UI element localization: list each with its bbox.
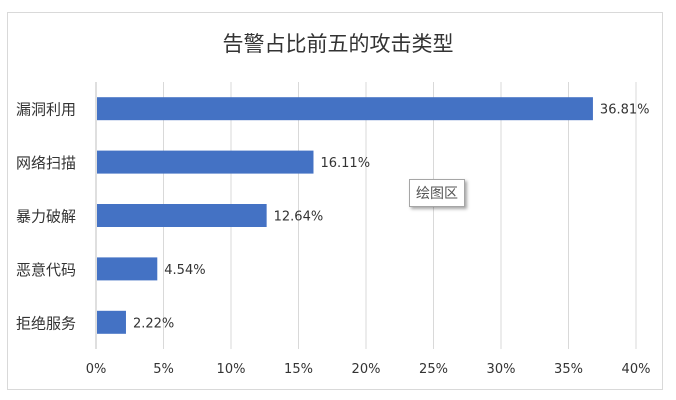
data-label: 4.54% — [164, 263, 205, 278]
bar[interactable] — [97, 97, 593, 121]
category-label: 漏洞利用 — [16, 101, 76, 119]
category-label: 暴力破解 — [16, 208, 76, 226]
category-label: 拒绝服务 — [16, 314, 76, 332]
x-tick-label: 5% — [153, 362, 174, 377]
x-tick-label: 25% — [419, 362, 448, 377]
labels: 0% 5% 10% 15% 20% 25% 30% 35% 40% 漏洞利用 36.81% 网络扫描 1… — [16, 101, 650, 377]
data-label: 16.11% — [320, 156, 370, 171]
bar[interactable] — [97, 257, 158, 281]
category-label: 网络扫描 — [16, 154, 76, 172]
data-label: 12.64% — [274, 210, 324, 225]
bar[interactable] — [97, 150, 314, 174]
x-tick-label: 40% — [622, 362, 651, 377]
x-tick-label: 0% — [86, 362, 107, 377]
data-label: 2.22% — [133, 316, 174, 331]
bars — [97, 97, 593, 334]
x-tick-label: 10% — [217, 362, 246, 377]
x-tick-label: 35% — [554, 362, 583, 377]
x-tick-label: 30% — [487, 362, 516, 377]
chart-title: 告警占比前五的攻击类型 — [222, 32, 454, 56]
x-tick-label: 15% — [284, 362, 313, 377]
plot-area-tooltip: 绘图区 — [409, 179, 465, 207]
data-label: 36.81% — [600, 103, 650, 118]
category-label: 恶意代码 — [16, 261, 76, 279]
bar[interactable] — [97, 310, 126, 334]
x-tick-label: 20% — [352, 362, 381, 377]
bar[interactable] — [97, 204, 267, 227]
